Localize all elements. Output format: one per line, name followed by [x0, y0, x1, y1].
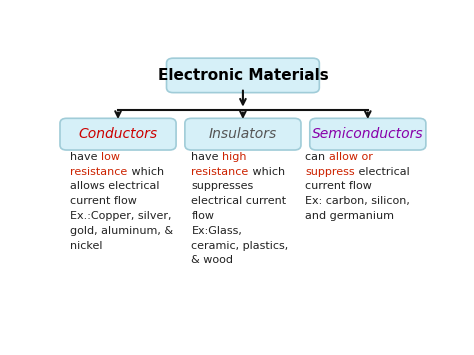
Text: which: which	[128, 167, 164, 177]
Text: suppresses: suppresses	[191, 181, 254, 191]
Text: electrical current: electrical current	[191, 196, 287, 206]
Text: high: high	[222, 152, 247, 162]
FancyBboxPatch shape	[185, 118, 301, 150]
Text: resistance: resistance	[70, 167, 128, 177]
Text: current flow: current flow	[305, 181, 372, 191]
Text: Semiconductors: Semiconductors	[312, 127, 424, 141]
Text: electrical: electrical	[355, 167, 410, 177]
Text: Ex: carbon, silicon,: Ex: carbon, silicon,	[305, 196, 410, 206]
Text: Ex.:Copper, silver,: Ex.:Copper, silver,	[70, 211, 172, 221]
Text: Insulators: Insulators	[209, 127, 277, 141]
Text: suppress: suppress	[305, 167, 355, 177]
Text: allows electrical: allows electrical	[70, 181, 160, 191]
Text: current flow: current flow	[70, 196, 137, 206]
Text: can: can	[305, 152, 329, 162]
FancyBboxPatch shape	[166, 58, 319, 93]
Text: ceramic, plastics,: ceramic, plastics,	[191, 240, 289, 251]
Text: which: which	[249, 167, 285, 177]
Text: and germanium: and germanium	[305, 211, 394, 221]
Text: Electronic Materials: Electronic Materials	[157, 68, 328, 83]
Text: have: have	[191, 152, 222, 162]
FancyBboxPatch shape	[310, 118, 426, 150]
Text: low: low	[101, 152, 120, 162]
Text: nickel: nickel	[70, 240, 103, 251]
Text: resistance: resistance	[191, 167, 249, 177]
Text: gold, aluminum, &: gold, aluminum, &	[70, 226, 173, 236]
Text: & wood: & wood	[191, 255, 234, 265]
Text: Conductors: Conductors	[79, 127, 157, 141]
Text: Ex:Glass,: Ex:Glass,	[191, 226, 242, 236]
Text: have: have	[70, 152, 101, 162]
Text: allow or: allow or	[329, 152, 373, 162]
Text: flow: flow	[191, 211, 215, 221]
FancyBboxPatch shape	[60, 118, 176, 150]
